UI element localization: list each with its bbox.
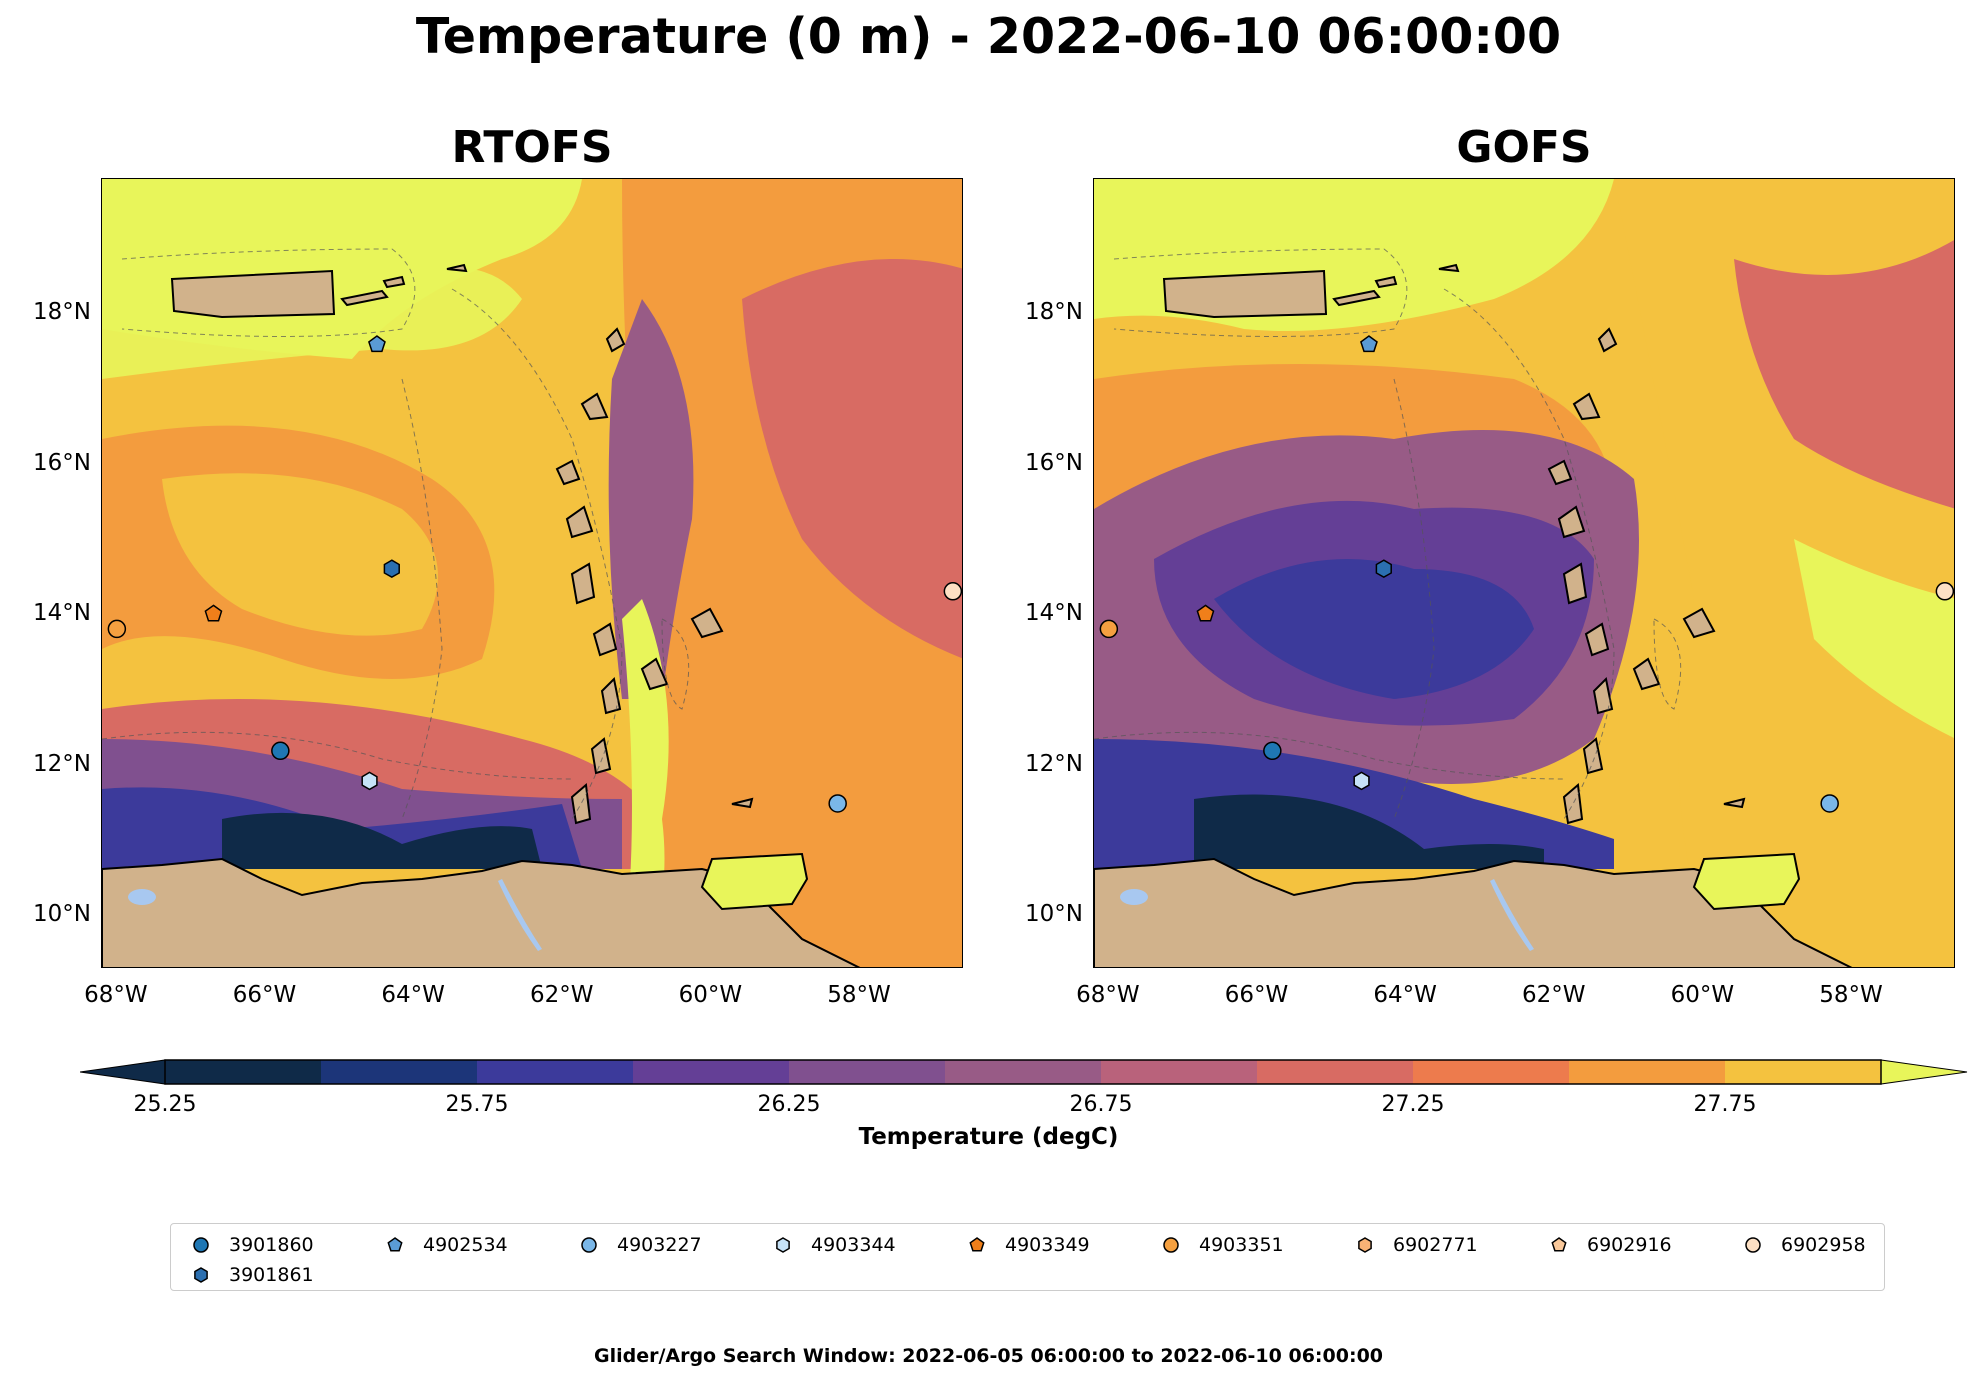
- lon-tick-label: 60°W: [678, 982, 743, 1008]
- float-marker-6902958[interactable]: [1935, 582, 1954, 601]
- lon-tick-label: 64°W: [1373, 982, 1437, 1008]
- legend-marker-icon[interactable]: [1551, 1237, 1567, 1252]
- lat-tick-label: 18°N: [33, 299, 91, 326]
- colorbar-segment: [1101, 1060, 1257, 1084]
- lon-tick-label: 68°W: [1076, 982, 1140, 1008]
- legend-marker-icon[interactable]: [581, 1237, 597, 1253]
- colorbar: [80, 1059, 1968, 1085]
- figure-title: Temperature (0 m) - 2022-06-10 06:00:00: [415, 8, 1562, 65]
- legend-marker-icon[interactable]: [194, 1267, 208, 1283]
- lat-tick-label: 12°N: [33, 750, 91, 777]
- legend-item-4903349: 4903349: [967, 1234, 1090, 1256]
- legend-marker-icon[interactable]: [1163, 1237, 1179, 1253]
- float-marker-4902534[interactable]: [1360, 335, 1378, 353]
- legend-marker-icon[interactable]: [387, 1237, 403, 1252]
- colorbar-segment: [789, 1060, 945, 1084]
- float-marker-6902958[interactable]: [943, 582, 962, 601]
- legend-label: 6902958: [1781, 1234, 1866, 1256]
- legend-item-4902534: 4902534: [385, 1234, 508, 1256]
- lon-tick-label: 64°W: [381, 982, 445, 1008]
- lat-tick-label: 18°N: [1025, 299, 1083, 326]
- colorbar-tick-label: 26.75: [1069, 1092, 1133, 1117]
- colorbar-segment: [1413, 1060, 1569, 1084]
- legend-label: 4903351: [1199, 1234, 1284, 1256]
- legend-item-6902771: 6902771: [1355, 1234, 1478, 1256]
- float-marker-4903227[interactable]: [1820, 794, 1839, 813]
- float-marker-3901861[interactable]: [383, 559, 400, 579]
- legend-label: 3901861: [229, 1264, 314, 1286]
- legend-label: 4903227: [617, 1234, 702, 1256]
- float-marker-4903351[interactable]: [107, 619, 127, 639]
- lat-tick-label: 12°N: [1025, 750, 1083, 777]
- lat-tick-label: 10°N: [1025, 901, 1083, 928]
- legend-marker-icon[interactable]: [1745, 1237, 1761, 1253]
- float-marker-4903351[interactable]: [1099, 619, 1119, 639]
- legend-item-4903351: 4903351: [1161, 1234, 1284, 1256]
- colorbar-segment: [633, 1060, 789, 1084]
- legend-label: 4903344: [811, 1234, 896, 1256]
- float-marker-4902534[interactable]: [368, 335, 386, 353]
- float-marker-4903349[interactable]: [1196, 604, 1215, 622]
- gofs-map[interactable]: [1093, 178, 1955, 968]
- colorbar-segment: [165, 1060, 321, 1084]
- legend-label: 3901860: [229, 1234, 314, 1256]
- colorbar-segment: [1257, 1060, 1413, 1084]
- lon-tick-label: 68°W: [84, 982, 148, 1008]
- colorbar-segment: [1569, 1060, 1725, 1084]
- lon-tick-label: 60°W: [1670, 982, 1735, 1008]
- colorbar-tick-label: 27.75: [1693, 1092, 1757, 1117]
- lat-tick-label: 14°N: [33, 600, 91, 627]
- lon-tick-label: 62°W: [529, 982, 594, 1008]
- panel-title-rtofs: RTOFS: [451, 122, 613, 173]
- colorbar-segment: [945, 1060, 1101, 1084]
- float-marker-4903344[interactable]: [1353, 771, 1370, 791]
- legend-label: 6902771: [1393, 1234, 1478, 1256]
- legend-marker-icon[interactable]: [193, 1237, 209, 1253]
- float-marker-4903344[interactable]: [361, 771, 378, 791]
- float-marker-3901860[interactable]: [271, 741, 290, 761]
- legend-marker-icon[interactable]: [1358, 1237, 1372, 1253]
- legend-label: 4902534: [423, 1234, 508, 1256]
- legend-item-3901860: 3901860: [191, 1234, 314, 1256]
- float-marker-3901860[interactable]: [1263, 741, 1282, 761]
- colorbar-tick-label: 25.25: [133, 1092, 197, 1117]
- colorbar-tick-label: 27.25: [1381, 1092, 1445, 1117]
- float-marker-4903227[interactable]: [828, 794, 847, 813]
- legend-label: 4903349: [1005, 1234, 1090, 1256]
- colorbar-tick-label: 26.25: [757, 1092, 821, 1117]
- rtofs-map[interactable]: [101, 178, 963, 968]
- lat-tick-label: 16°N: [1025, 449, 1083, 476]
- colorbar-segment: [477, 1060, 633, 1084]
- legend-item-6902916: 6902916: [1549, 1234, 1672, 1256]
- legend-label: 6902916: [1587, 1234, 1672, 1256]
- legend-item-3901861: 3901861: [191, 1264, 314, 1286]
- lat-tick-label: 14°N: [1025, 600, 1083, 627]
- float-legend: 3901860 4902534 4903227 4903344 4903349 49033…: [170, 1223, 1885, 1291]
- legend-item-4903344: 4903344: [773, 1234, 896, 1256]
- lon-tick-label: 66°W: [232, 982, 297, 1008]
- lon-tick-label: 58°W: [1819, 982, 1883, 1008]
- lon-tick-label: 66°W: [1224, 982, 1289, 1008]
- lat-tick-label: 16°N: [33, 449, 91, 476]
- colorbar-tick-label: 25.75: [445, 1092, 509, 1117]
- float-marker-4903349[interactable]: [204, 604, 223, 622]
- colorbar-segment: [321, 1060, 477, 1084]
- lat-tick-label: 10°N: [33, 901, 91, 928]
- legend-marker-icon[interactable]: [776, 1237, 790, 1253]
- colorbar-title: Temperature (degC): [858, 1124, 1119, 1150]
- legend-marker-icon[interactable]: [969, 1237, 985, 1252]
- lon-tick-label: 58°W: [827, 982, 891, 1008]
- legend-item-6902958: 6902958: [1743, 1234, 1866, 1256]
- lon-tick-label: 62°W: [1521, 982, 1586, 1008]
- colorbar-segment: [1725, 1060, 1881, 1084]
- float-marker-3901861[interactable]: [1375, 559, 1392, 579]
- panel-title-gofs: GOFS: [1456, 122, 1592, 173]
- legend-item-4903227: 4903227: [579, 1234, 702, 1256]
- search-window-footer: Glider/Argo Search Window: 2022-06-05 06…: [593, 1345, 1384, 1367]
